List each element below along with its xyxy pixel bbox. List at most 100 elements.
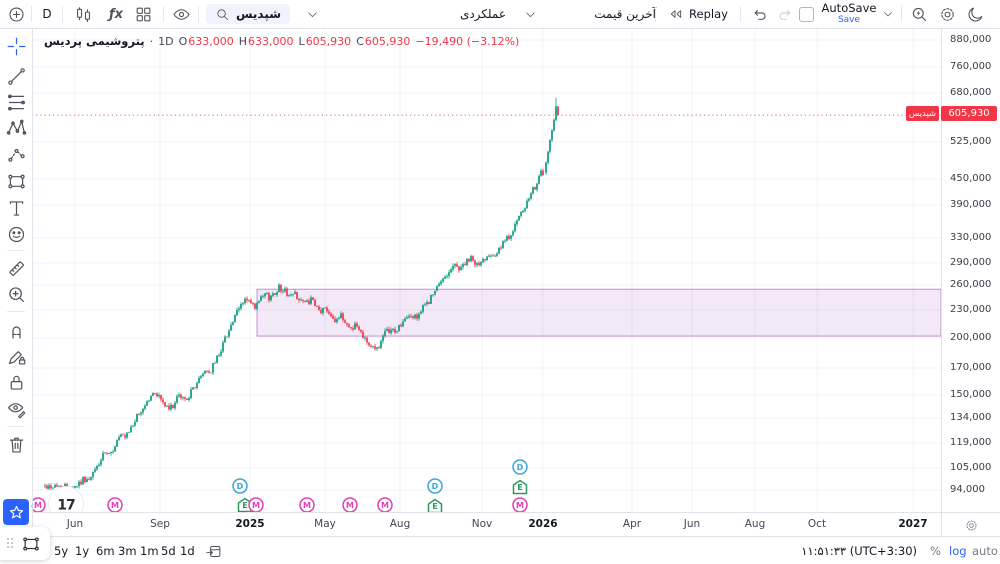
range-3m-button[interactable]: 3m [118,544,137,558]
forecast-tool[interactable] [5,143,27,165]
emoji-tool[interactable] [5,223,27,245]
divider [740,6,741,22]
svg-text:M: M [516,501,524,510]
replay-button[interactable]: Replay [662,0,734,28]
event-marker-E[interactable] [512,479,528,495]
favorites-star-button[interactable] [3,499,29,525]
legend-low: L 605,930 [298,34,352,48]
price-tick-label: 450,000 [950,173,992,184]
crosshair-tool[interactable] [5,35,27,57]
time-tick-label: May [314,518,336,530]
range-1m-button[interactable]: 1m [140,544,159,558]
drawing-mode-tool[interactable] [5,345,27,367]
performance-dropdown[interactable]: عملکردی [300,0,512,28]
divider [163,6,164,22]
auto-scale-button[interactable]: auto [972,544,998,558]
text-tool[interactable] [5,197,27,219]
time-axis-settings[interactable] [941,512,1000,537]
svg-text:D: D [237,482,244,491]
percent-scale-button[interactable]: % [930,544,941,558]
drawing-toolbar [0,28,33,536]
symbol-search-value: شپدیس [235,7,282,21]
fib-retracement-tool[interactable] [5,91,27,113]
range-6m-button[interactable]: 6m [96,544,115,558]
autosave-checkbox[interactable] [796,0,816,28]
price-tick-label: 390,000 [950,199,992,210]
favorite-rectangle-tool[interactable] [21,534,41,554]
price-tick-label: 260,000 [950,279,992,290]
remove-drawings-tool[interactable] [5,433,27,455]
price-axis[interactable]: 880,000 760,000 680,000 525,000 450,000 390,0… [941,29,1000,512]
event-marker-D[interactable] [512,459,528,475]
indicators-button[interactable]: ƒx [103,0,129,28]
time-axis[interactable]: Jun Sep 2025 May Aug Nov 2026 Apr Jun Aug Oct 2027 [32,512,941,537]
autosave-menu-button[interactable] [880,0,896,28]
measure-tool[interactable] [5,257,27,279]
time-tick-label: Jun [66,518,84,530]
svg-text:D: D [432,482,439,491]
last-price-dropdown[interactable]: آخرین قیمت [518,0,662,28]
quick-search-button[interactable] [907,0,931,28]
undo-button[interactable] [748,0,770,28]
price-tick-label: 94,000 [950,484,985,495]
svg-text:M: M [381,501,389,510]
event-marker-D[interactable] [427,478,443,494]
last-price-symbol-badge: شپدیس [906,106,939,121]
symbol-search-box[interactable]: شپدیس [206,4,290,24]
price-tick-label: 525,000 [950,136,992,147]
svg-text:M: M [34,501,42,510]
interval-button[interactable]: D [42,7,52,21]
time-tick-label: Aug [744,518,766,530]
range-5d-button[interactable]: 5d [161,544,176,558]
dark-mode-toggle[interactable] [963,0,987,28]
quick-search-icon [912,7,926,21]
log-scale-button[interactable]: log [949,544,967,558]
pencil-lock-icon [8,350,25,365]
time-tick-label: Nov [471,518,493,530]
price-tick-label: 105,000 [950,462,992,473]
replay-label: Replay [689,7,728,21]
rectangle-drawing[interactable] [256,288,941,337]
fib-retracement-icon [7,93,25,111]
gear-icon [940,7,954,21]
price-tick-label: 170,000 [950,362,992,373]
legend-open: O 633,000 [178,34,234,48]
range-1y-button[interactable]: 1y [75,544,90,558]
time-tick-label: 2025 [235,518,265,530]
time-tick-label: Aug [389,518,411,530]
lock-drawings-tool[interactable] [5,371,27,393]
clock-timezone[interactable]: ۱۱:۵۱:۳۳ (UTC+3:30) [801,544,917,558]
xabcd-pattern-tool[interactable] [5,117,27,139]
go-to-date-button[interactable] [205,537,222,564]
chart-style-button[interactable] [71,0,95,28]
event-marker-D[interactable] [232,478,248,494]
divider [62,6,63,22]
checkbox-icon [798,6,814,22]
svg-text:E: E [242,501,247,510]
xabcd-pattern-icon [6,119,26,135]
plus-circle-icon [8,6,24,22]
add-circle-button[interactable] [4,0,28,28]
trend-line-tool[interactable] [5,65,27,87]
autosave-button[interactable]: AutoSave Save [820,0,878,28]
event-marker-E[interactable] [237,497,253,513]
drag-handle-icon[interactable] [7,537,15,550]
sidebar-collapse-arrow[interactable]: ‹ [30,499,35,512]
price-tick-label: 760,000 [950,61,992,72]
hide-drawings-tool[interactable] [5,398,27,420]
zoom-in-tool[interactable] [5,283,27,305]
watchlist-eye-button[interactable] [169,0,193,28]
favorites-drawing-panel[interactable] [0,527,50,560]
redo-button[interactable] [774,0,796,28]
range-1d-button[interactable]: 1d [180,544,195,558]
magnet-tool[interactable] [5,319,27,341]
settings-button[interactable] [935,0,959,28]
shapes-tool[interactable] [5,170,27,192]
grid-layout-icon [136,7,150,21]
layout-button[interactable] [131,0,155,28]
trash-icon [9,437,23,453]
range-5y-button[interactable]: 5y [54,544,69,558]
